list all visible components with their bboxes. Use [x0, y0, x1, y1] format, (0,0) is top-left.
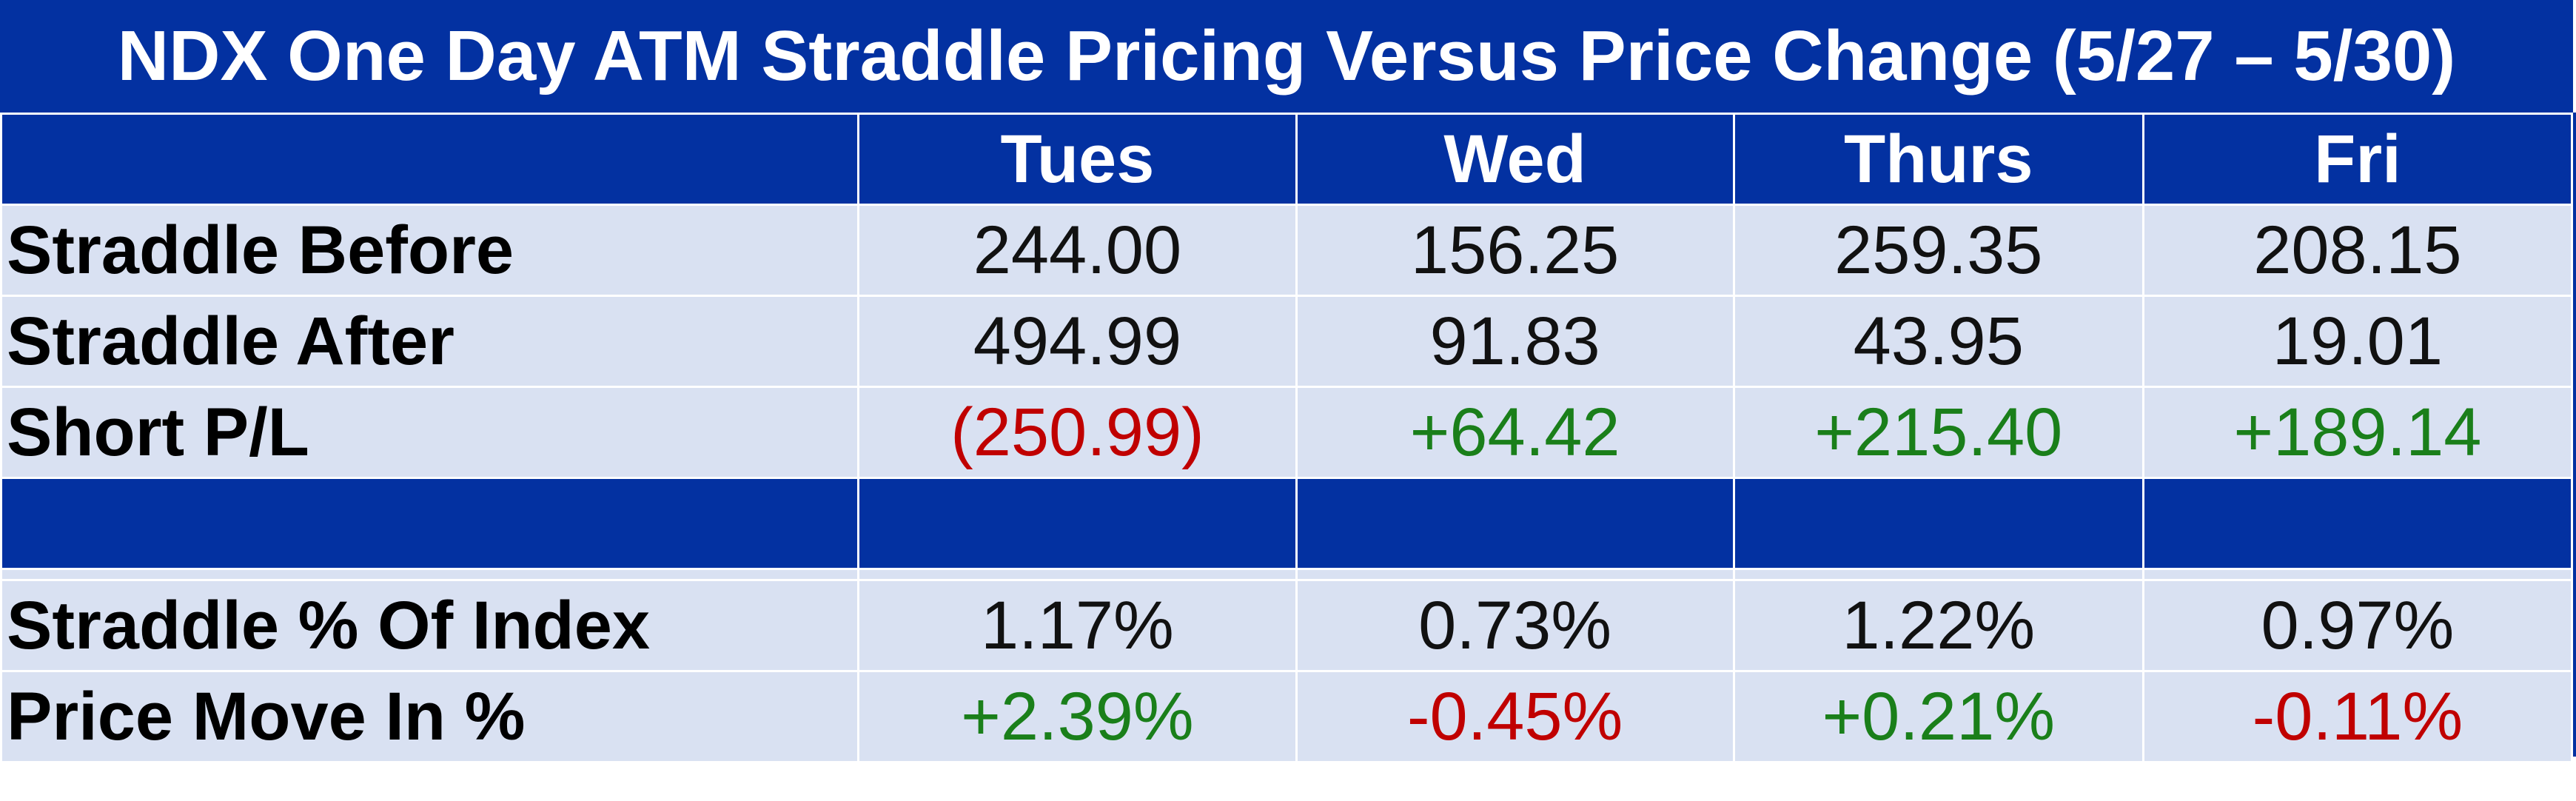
divider-cell [1732, 477, 2144, 570]
table-header-row: Tues Wed Thurs Fri [0, 113, 2574, 206]
cell-value: +64.42 [1295, 386, 1735, 479]
table-spacer-row [0, 568, 2574, 581]
cell-value: 494.99 [857, 295, 1298, 388]
cell-value: 1.17% [857, 579, 1298, 672]
column-header-wed: Wed [1295, 113, 1735, 206]
cell-value: 0.73% [1295, 579, 1735, 672]
spacer-cell [1732, 568, 2144, 581]
table-row-straddle-pct-index: Straddle % Of Index 1.17% 0.73% 1.22% 0.… [0, 579, 2574, 672]
column-header-thurs: Thurs [1732, 113, 2144, 206]
header-corner-cell [0, 113, 860, 206]
row-label: Price Move In % [0, 670, 860, 763]
cell-value: 156.25 [1295, 204, 1735, 297]
cell-value: 208.15 [2141, 204, 2574, 297]
table-row-straddle-after: Straddle After 494.99 91.83 43.95 19.01 [0, 295, 2574, 388]
spacer-cell [0, 568, 860, 581]
cell-value: 244.00 [857, 204, 1298, 297]
table-row-straddle-before: Straddle Before 244.00 156.25 259.35 208… [0, 204, 2574, 297]
cell-value: 19.01 [2141, 295, 2574, 388]
straddle-table: Tues Wed Thurs Fri Straddle Before 244.0… [0, 113, 2574, 763]
table-row-price-move-pct: Price Move In % +2.39% -0.45% +0.21% -0.… [0, 670, 2574, 763]
spacer-cell [1295, 568, 1735, 581]
cell-value: (250.99) [857, 386, 1298, 479]
cell-value: +189.14 [2141, 386, 2574, 479]
cell-value: -0.11% [2141, 670, 2574, 763]
table-divider-row [0, 477, 2574, 570]
cell-value: +2.39% [857, 670, 1298, 763]
divider-cell [2141, 477, 2574, 570]
divider-cell [0, 477, 860, 570]
row-label: Short P/L [0, 386, 860, 479]
row-label: Straddle Before [0, 204, 860, 297]
cell-value: 1.22% [1732, 579, 2144, 672]
divider-cell [857, 477, 1298, 570]
divider-cell [1295, 477, 1735, 570]
row-label: Straddle After [0, 295, 860, 388]
cell-value: -0.45% [1295, 670, 1735, 763]
table-right-edge [2573, 113, 2576, 757]
cell-value: +0.21% [1732, 670, 2144, 763]
cell-value: +215.40 [1732, 386, 2144, 479]
cell-value: 91.83 [1295, 295, 1735, 388]
table-row-short-pl: Short P/L (250.99) +64.42 +215.40 +189.1… [0, 386, 2574, 479]
spacer-cell [857, 568, 1298, 581]
spacer-cell [2141, 568, 2574, 581]
column-header-fri: Fri [2141, 113, 2574, 206]
cell-value: 259.35 [1732, 204, 2144, 297]
cell-value: 43.95 [1732, 295, 2144, 388]
row-label: Straddle % Of Index [0, 579, 860, 672]
column-header-tues: Tues [857, 113, 1298, 206]
cell-value: 0.97% [2141, 579, 2574, 672]
slide-title: NDX One Day ATM Straddle Pricing Versus … [0, 0, 2573, 113]
